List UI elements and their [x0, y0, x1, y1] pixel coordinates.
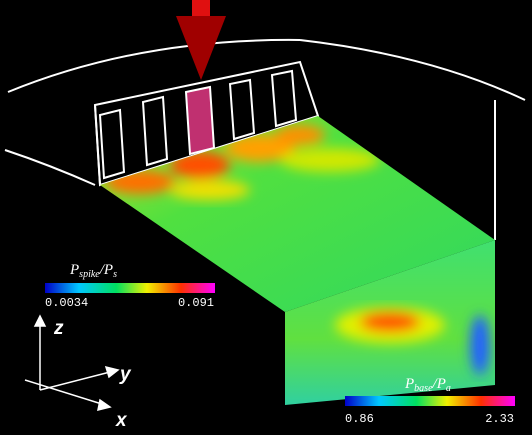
colorbar-max: 0.091 — [178, 296, 214, 310]
axis-label: y — [119, 364, 132, 385]
axis-label: x — [115, 410, 128, 431]
colorbar-min: 0.86 — [345, 412, 374, 426]
figure: Pspike/Ps 0.0034 0.091 Pbase/Pa 0.86 2.3… — [0, 0, 532, 435]
colorbar — [345, 396, 515, 406]
slot — [186, 87, 214, 154]
colorbar-min: 0.0034 — [45, 296, 88, 310]
colorbar — [45, 283, 215, 293]
colorbar-max: 2.33 — [485, 412, 514, 426]
axis-label: z — [53, 318, 64, 339]
